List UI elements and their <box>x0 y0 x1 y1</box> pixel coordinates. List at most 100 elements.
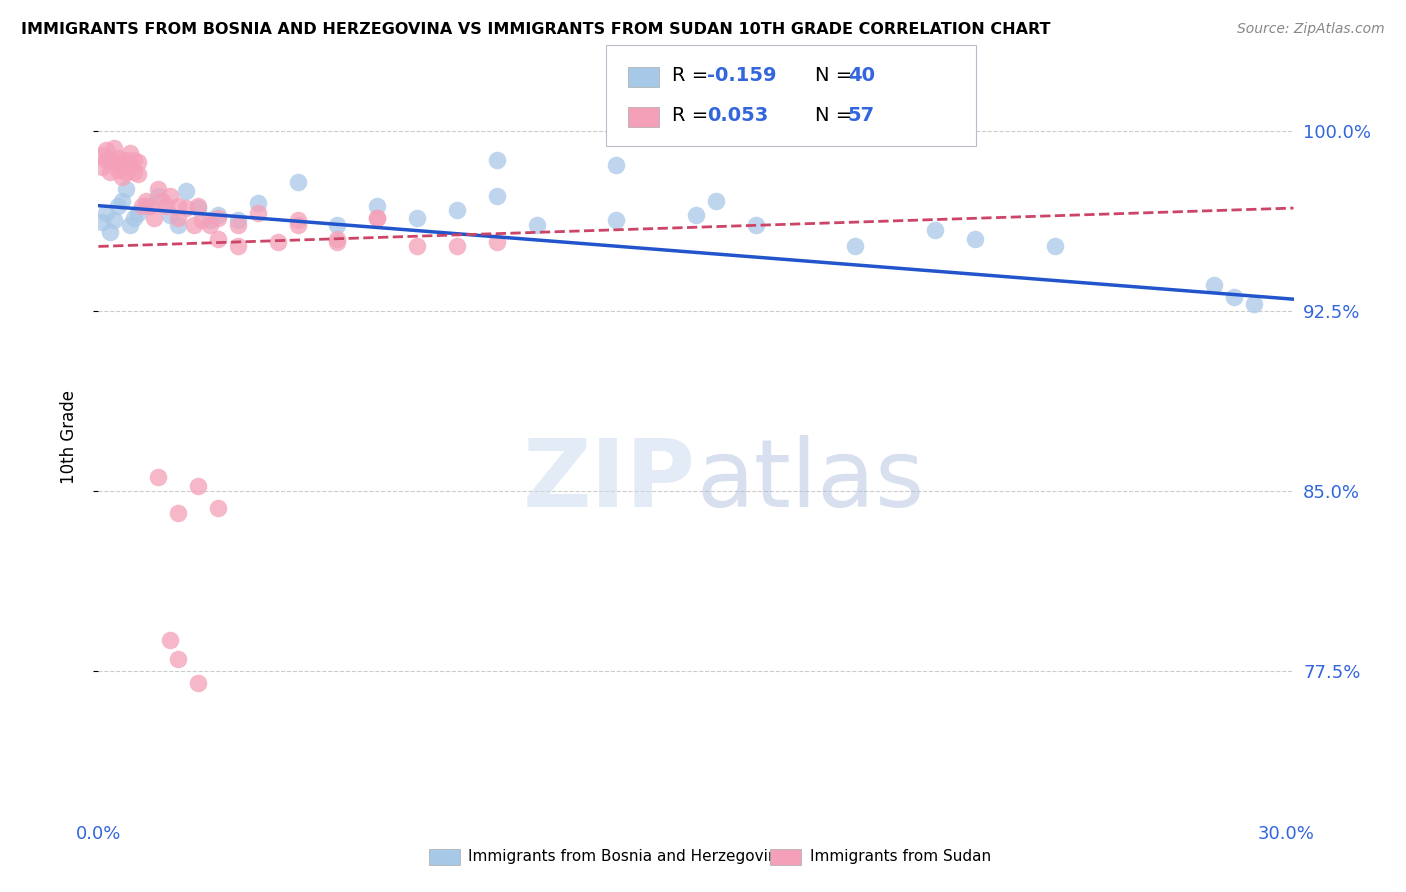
Point <box>148 189 170 203</box>
Point <box>1202 277 1225 292</box>
Text: ZIP: ZIP <box>523 435 696 527</box>
Point <box>91 215 114 229</box>
Point <box>207 232 229 246</box>
Point <box>267 235 290 249</box>
Point <box>1222 290 1246 304</box>
Point <box>135 199 157 213</box>
Point <box>446 239 468 253</box>
Point <box>150 194 173 208</box>
Point <box>167 211 190 225</box>
Point <box>167 218 190 232</box>
Point <box>100 165 122 179</box>
Point <box>127 168 149 182</box>
Point <box>174 201 197 215</box>
Point <box>100 153 122 167</box>
Text: R =: R = <box>672 66 714 86</box>
Text: Source: ZipAtlas.com: Source: ZipAtlas.com <box>1237 22 1385 37</box>
Point <box>183 218 205 232</box>
Point <box>124 211 146 225</box>
Point <box>143 211 166 225</box>
Point <box>124 153 146 167</box>
Point <box>131 199 153 213</box>
Point <box>103 155 125 169</box>
Text: 57: 57 <box>848 106 875 126</box>
Text: 0.053: 0.053 <box>707 106 769 126</box>
Point <box>103 141 125 155</box>
Point <box>111 158 134 172</box>
Point <box>406 239 429 253</box>
Point <box>198 218 221 232</box>
Point <box>107 162 129 177</box>
Point <box>366 211 388 225</box>
Point <box>139 199 162 213</box>
Point <box>159 632 181 647</box>
Point <box>446 203 468 218</box>
Point <box>127 206 149 220</box>
Point <box>96 144 118 158</box>
Point <box>148 469 170 483</box>
Point <box>135 194 157 208</box>
Point <box>111 169 134 184</box>
Point <box>226 218 249 232</box>
Point <box>159 208 181 222</box>
Point <box>246 196 269 211</box>
Text: R =: R = <box>672 106 714 126</box>
Point <box>207 500 229 515</box>
Text: Immigrants from Bosnia and Herzegovina: Immigrants from Bosnia and Herzegovina <box>468 849 787 863</box>
Point <box>96 206 118 220</box>
Point <box>115 153 138 167</box>
Point <box>366 211 388 225</box>
Point <box>605 158 627 172</box>
Point <box>207 208 229 222</box>
Text: atlas: atlas <box>696 435 924 527</box>
Point <box>91 161 114 175</box>
Point <box>366 199 388 213</box>
Point <box>148 182 170 196</box>
Point <box>745 218 768 232</box>
Point <box>187 199 209 213</box>
Point <box>127 155 149 169</box>
Point <box>326 218 349 232</box>
Point <box>100 225 122 239</box>
Text: -0.159: -0.159 <box>707 66 776 86</box>
Point <box>159 189 181 203</box>
Point <box>124 165 146 179</box>
Point <box>174 184 197 198</box>
Point <box>187 676 209 690</box>
Point <box>96 153 118 167</box>
Point <box>115 182 138 196</box>
Text: N =: N = <box>815 106 859 126</box>
Point <box>1243 297 1265 311</box>
Point <box>485 153 508 167</box>
Point <box>287 213 309 227</box>
Point <box>187 479 209 493</box>
Point <box>107 151 129 165</box>
Point <box>844 239 866 253</box>
Point <box>406 211 429 225</box>
Point <box>167 652 190 666</box>
Point <box>287 175 309 189</box>
Point <box>120 145 142 160</box>
Point <box>287 218 309 232</box>
Point <box>107 199 129 213</box>
Text: Immigrants from Sudan: Immigrants from Sudan <box>810 849 991 863</box>
Point <box>685 208 707 222</box>
Point <box>605 213 627 227</box>
Point <box>198 213 221 227</box>
Point <box>704 194 727 208</box>
Point <box>120 158 142 172</box>
Point <box>924 222 946 236</box>
Point <box>226 239 249 253</box>
Point <box>167 199 190 213</box>
Point <box>226 213 249 227</box>
Point <box>963 232 986 246</box>
Point <box>246 206 269 220</box>
Point <box>1043 239 1066 253</box>
Point <box>485 235 508 249</box>
Point <box>120 218 142 232</box>
Text: IMMIGRANTS FROM BOSNIA AND HERZEGOVINA VS IMMIGRANTS FROM SUDAN 10TH GRADE CORRE: IMMIGRANTS FROM BOSNIA AND HERZEGOVINA V… <box>21 22 1050 37</box>
Point <box>326 232 349 246</box>
Point <box>155 199 177 213</box>
Point <box>111 194 134 208</box>
Point <box>103 213 125 227</box>
